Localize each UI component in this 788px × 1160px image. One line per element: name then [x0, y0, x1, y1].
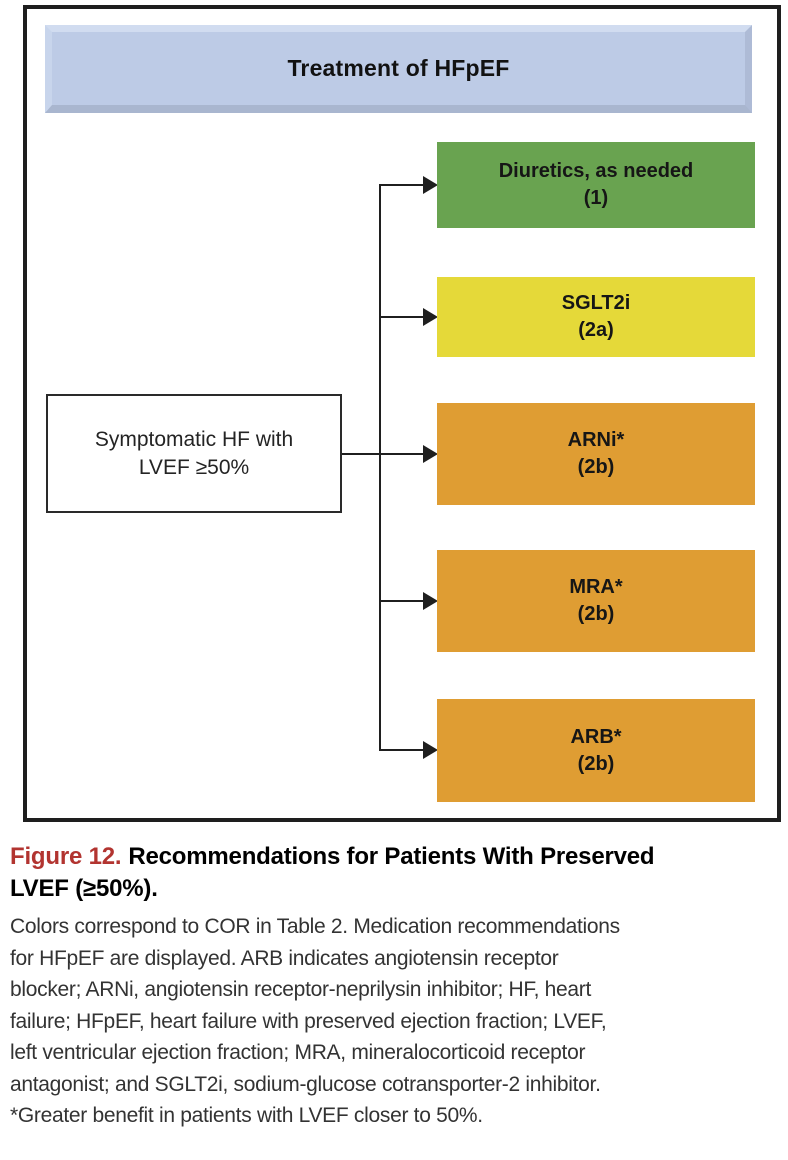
treatment-box-arni: ARNi* (2b): [437, 403, 755, 505]
caption-line: Colors correspond to COR in Table 2. Med…: [10, 915, 620, 938]
caption-title: Figure 12. Recommendations for Patients W…: [10, 841, 782, 905]
treatment-cor: (2b): [577, 456, 615, 478]
caption-line: *Greater benefit in patients with LVEF c…: [10, 1104, 483, 1127]
caption-body: Colors correspond to COR in Table 2. Med…: [10, 911, 782, 1132]
treatment-box-diuretics: Diuretics, as needed (1): [437, 142, 755, 228]
figure-header-title: Treatment of HFpEF: [287, 55, 510, 81]
caption-title-line2: LVEF (≥50%).: [10, 875, 158, 902]
connector-feed-line-arni: [342, 453, 424, 455]
treatment-cor: (2a): [578, 319, 614, 341]
arrowhead-icon: [423, 308, 438, 326]
connector-branch-line-arb: [380, 749, 424, 751]
caption-line: failure; HFpEF, heart failure with prese…: [10, 1009, 607, 1033]
treatment-name: Diuretics, as needed: [498, 160, 694, 182]
connector-trunk-line: [379, 184, 381, 751]
connector-branch-line-diuretics: [380, 184, 424, 186]
treatment-box-sglt2i: SGLT2i (2a): [437, 277, 755, 357]
arrowhead-icon: [423, 176, 438, 194]
treatment-cor: (1): [583, 187, 609, 209]
treatment-name: ARB*: [570, 725, 622, 748]
connector-branch-line-mra: [380, 600, 424, 602]
treatment-name: SGLT2i: [561, 292, 631, 314]
arrowhead-icon: [423, 445, 438, 463]
connector-branch-line-sglt2i: [380, 316, 424, 318]
caption-line: left ventricular ejection fraction; MRA,…: [10, 1041, 586, 1064]
treatment-name: ARNi*: [567, 429, 625, 451]
figure-header: Treatment of HFpEF: [45, 25, 752, 113]
caption-title-line1: Recommendations for Patients With Preser…: [128, 843, 655, 870]
treatment-cor: (2b): [577, 752, 615, 775]
treatment-box-arb: ARB* (2b): [437, 699, 755, 802]
caption-line: antagonist; and SGLT2i, sodium-glucose c…: [10, 1072, 601, 1096]
caption-line: for HFpEF are displayed. ARB indicates a…: [10, 946, 559, 970]
figure-caption: Figure 12. Recommendations for Patients W…: [10, 841, 782, 1132]
patient-criteria-line1: Symptomatic HF with: [94, 427, 294, 451]
treatment-cor: (2b): [577, 603, 615, 625]
arrowhead-icon: [423, 741, 438, 759]
figure-label: Figure 12.: [10, 843, 122, 870]
patient-criteria-line2: LVEF ≥50%: [138, 455, 250, 479]
treatment-box-mra: MRA* (2b): [437, 550, 755, 652]
arrowhead-icon: [423, 592, 438, 610]
caption-line: blocker; ARNi, angiotensin receptor-nepr…: [10, 978, 592, 1001]
patient-criteria-box: Symptomatic HF with LVEF ≥50%: [46, 394, 342, 513]
treatment-name: MRA*: [569, 576, 623, 598]
